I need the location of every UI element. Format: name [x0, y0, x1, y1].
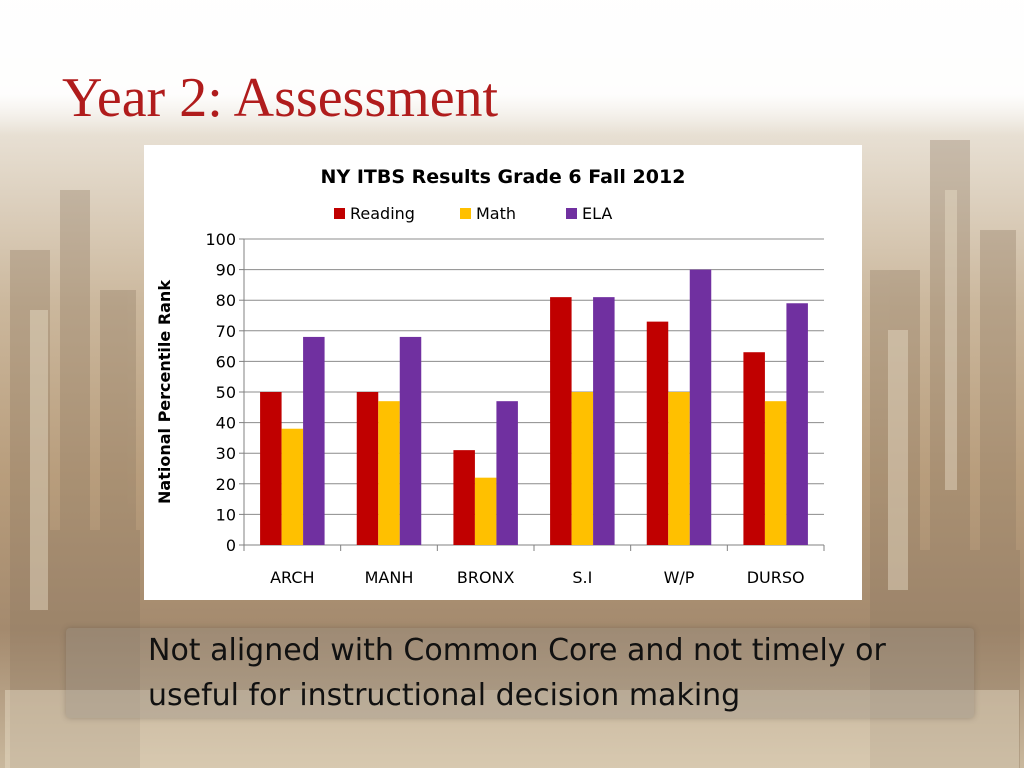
bar-chart: NY ITBS Results Grade 6 Fall 2012 Readin…	[155, 166, 825, 587]
chart-legend: Reading Math ELA	[334, 204, 612, 223]
legend-swatch-math	[460, 208, 471, 219]
legend-label-ela: ELA	[582, 204, 612, 223]
slide-title: Year 2: Assessment	[62, 67, 499, 129]
chart-title: NY ITBS Results Grade 6 Fall 2012	[321, 166, 686, 188]
bar-ela-si	[593, 297, 615, 545]
x-tick-label: S.I	[572, 568, 592, 587]
x-tick-label: ARCH	[270, 568, 314, 587]
y-tick-label: 90	[216, 261, 236, 280]
bar-math-arch	[281, 428, 304, 545]
caption-box	[66, 628, 974, 718]
x-tick-label: MANH	[365, 568, 414, 587]
y-tick-label: 40	[216, 414, 236, 433]
y-tick-label: 20	[216, 475, 236, 494]
city-background	[5, 140, 1020, 768]
legend-label-reading: Reading	[350, 204, 415, 223]
bar-ela-wp	[689, 269, 712, 545]
bar-reading-wp	[646, 321, 669, 545]
bar-ela-manh	[399, 336, 422, 545]
bar-reading-bronx	[453, 450, 475, 545]
y-tick-label: 100	[205, 230, 236, 249]
y-tick-label: 30	[216, 444, 236, 463]
bar-reading-si	[550, 297, 572, 545]
bar-reading-manh	[356, 392, 379, 545]
y-axis-ticks: 0 10 20 30 40 50 60 70 80 90 100	[205, 230, 244, 555]
x-axis-ticks: ARCH MANH BRONX S.I W/P DURSO	[243, 545, 825, 587]
x-tick-label: BRONX	[457, 568, 515, 587]
chart-panel: NY ITBS Results Grade 6 Fall 2012 Readin…	[144, 145, 862, 600]
bar-math-bronx	[474, 477, 497, 545]
caption-text: Not aligned with Common Core and not tim…	[148, 633, 886, 713]
y-tick-label: 10	[216, 505, 236, 524]
bar-ela-arch	[303, 336, 325, 545]
y-tick-label: 60	[216, 352, 236, 371]
bar-series	[260, 269, 808, 545]
bar-math-manh	[378, 401, 400, 545]
x-tick-label: DURSO	[747, 568, 805, 587]
bar-ela-durso	[786, 303, 808, 545]
title-band	[0, 0, 1024, 135]
bar-ela-bronx	[496, 401, 518, 545]
legend-label-math: Math	[476, 204, 516, 223]
legend-swatch-reading	[334, 208, 345, 219]
y-axis-label: National Percentile Rank	[155, 280, 174, 504]
gridlines	[243, 238, 824, 546]
y-tick-label: 70	[216, 322, 236, 341]
y-tick-label: 50	[216, 383, 236, 402]
y-tick-label: 80	[216, 291, 236, 310]
bar-math-wp	[668, 392, 690, 545]
bar-reading-arch	[260, 392, 282, 545]
legend-swatch-ela	[566, 208, 577, 219]
x-tick-label: W/P	[664, 568, 695, 587]
y-tick-label: 0	[226, 536, 236, 555]
bar-math-si	[571, 392, 594, 545]
bar-math-durso	[764, 401, 787, 545]
bar-reading-durso	[743, 352, 765, 545]
